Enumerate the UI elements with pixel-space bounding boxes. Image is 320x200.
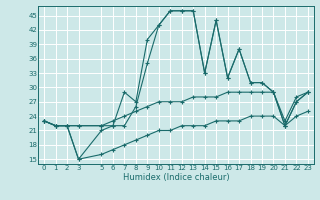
X-axis label: Humidex (Indice chaleur): Humidex (Indice chaleur) [123,173,229,182]
